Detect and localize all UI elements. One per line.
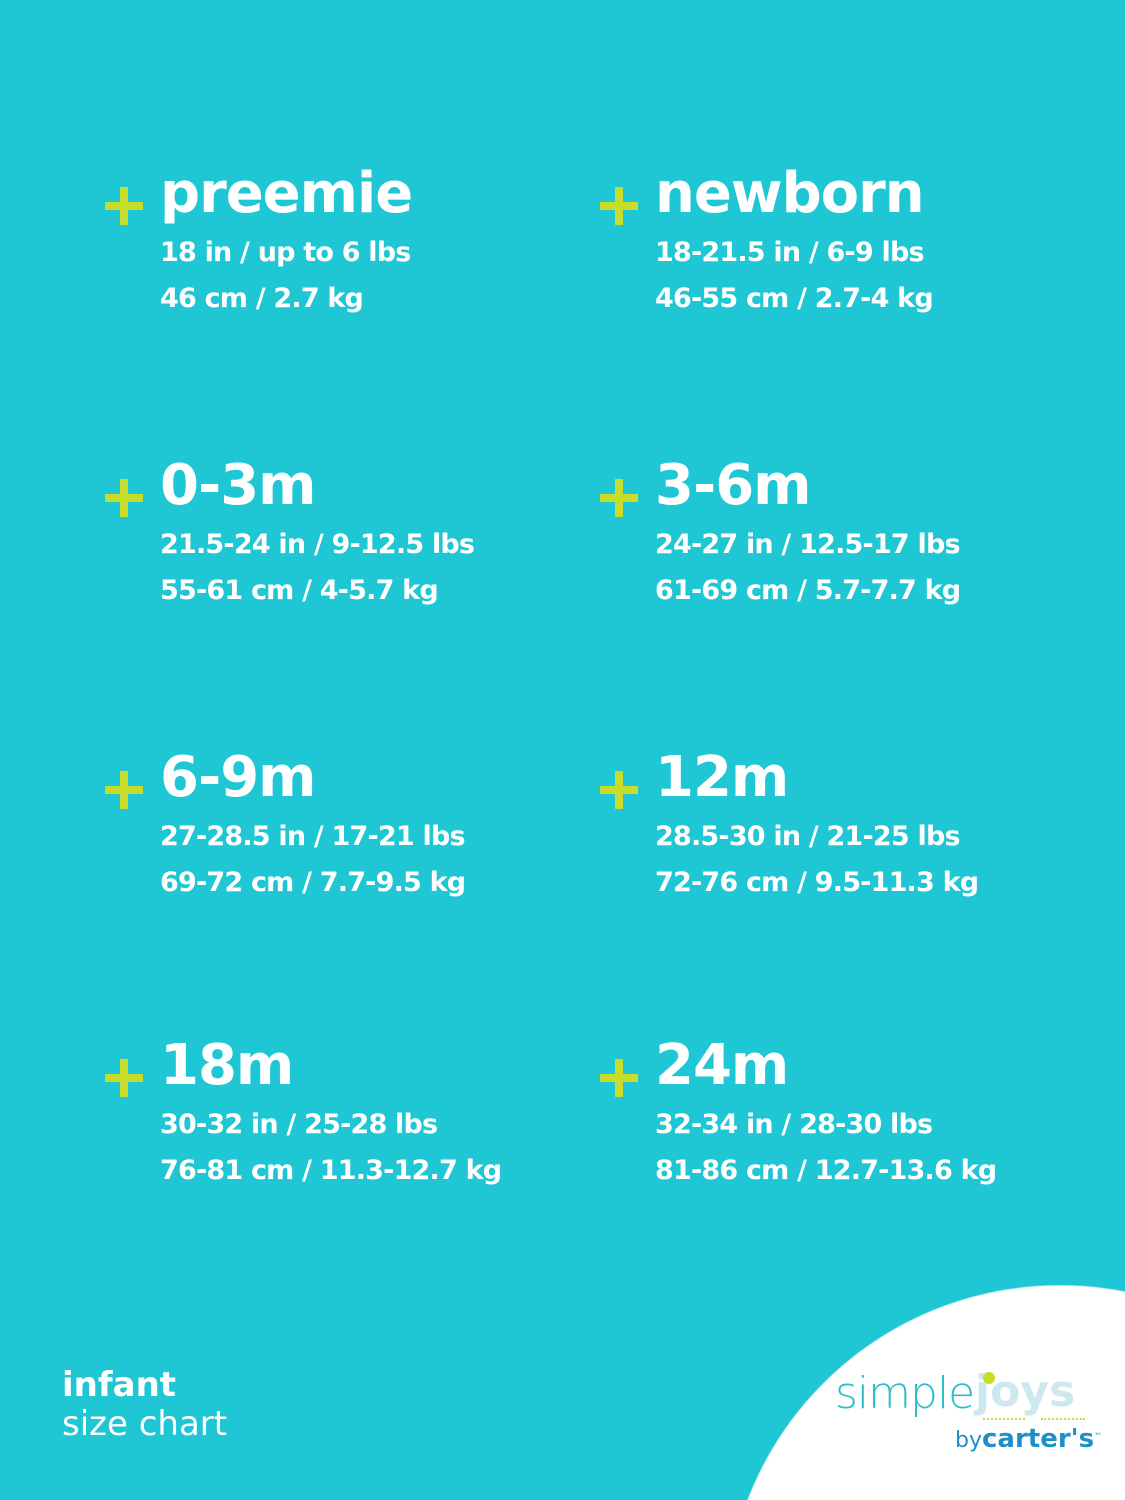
size-title: 12m — [655, 745, 789, 810]
logo-dots — [983, 1418, 1025, 1422]
size-imperial: 18 in / up to 6 lbs — [160, 237, 411, 268]
logo-tm: ™ — [1094, 1431, 1103, 1441]
plus-icon — [105, 187, 143, 225]
size-title: newborn — [655, 161, 925, 226]
size-metric: 46-55 cm / 2.7-4 kg — [655, 283, 934, 314]
size-imperial: 27-28.5 in / 17-21 lbs — [160, 821, 466, 852]
size-metric: 69-72 cm / 7.7-9.5 kg — [160, 867, 466, 898]
size-title: 6-9m — [160, 745, 317, 810]
size-metric: 72-76 cm / 9.5-11.3 kg — [655, 867, 979, 898]
caption-line1: infant — [62, 1365, 177, 1405]
size-imperial: 30-32 in / 25-28 lbs — [160, 1109, 438, 1140]
size-metric: 55-61 cm / 4-5.7 kg — [160, 575, 439, 606]
logo-by-carters: bycarter's™ — [955, 1424, 1102, 1454]
logo-by: by — [955, 1428, 982, 1453]
size-imperial: 24-27 in / 12.5-17 lbs — [655, 529, 961, 560]
size-title: 24m — [655, 1033, 789, 1098]
size-metric: 81-86 cm / 12.7-13.6 kg — [655, 1155, 997, 1186]
logo-simple: simple — [835, 1368, 975, 1419]
size-imperial: 28.5-30 in / 21-25 lbs — [655, 821, 961, 852]
plus-icon — [105, 1059, 143, 1097]
size-title: 0-3m — [160, 453, 317, 518]
size-imperial: 21.5-24 in / 9-12.5 lbs — [160, 529, 475, 560]
plus-icon — [600, 187, 638, 225]
plus-icon — [600, 771, 638, 809]
chart-caption: infant size chart — [62, 1366, 227, 1444]
size-imperial: 32-34 in / 28-30 lbs — [655, 1109, 933, 1140]
size-metric: 46 cm / 2.7 kg — [160, 283, 364, 314]
logo-background — [725, 1285, 1125, 1500]
logo-dots — [1041, 1418, 1085, 1422]
size-title: 18m — [160, 1033, 294, 1098]
plus-icon — [105, 479, 143, 517]
plus-icon — [600, 479, 638, 517]
size-title: 3-6m — [655, 453, 812, 518]
logo-dot — [983, 1372, 995, 1384]
plus-icon — [105, 771, 143, 809]
caption-line2: size chart — [62, 1404, 228, 1444]
size-metric: 76-81 cm / 11.3-12.7 kg — [160, 1155, 502, 1186]
size-title: preemie — [160, 161, 413, 226]
size-metric: 61-69 cm / 5.7-7.7 kg — [655, 575, 961, 606]
brand-logo: simple joys bycarter's™ — [835, 1366, 1102, 1468]
plus-icon — [600, 1059, 638, 1097]
size-imperial: 18-21.5 in / 6-9 lbs — [655, 237, 925, 268]
logo-brand: carter's — [981, 1424, 1095, 1454]
